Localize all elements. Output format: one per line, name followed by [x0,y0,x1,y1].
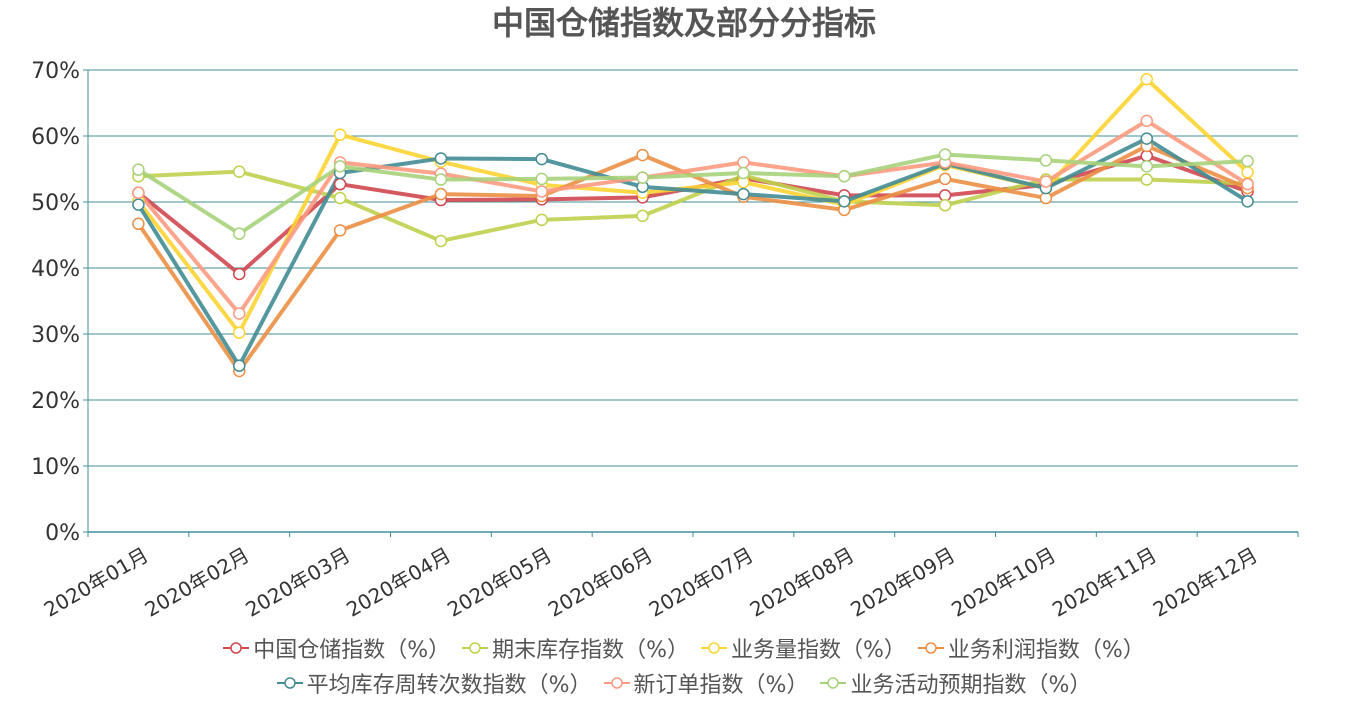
x-tick-label: 2020年06月 [544,543,657,622]
y-tick-label: 50% [31,191,80,216]
data-point[interactable] [132,198,145,211]
y-tick-label: 0% [45,521,80,546]
legend-item[interactable]: 期末库存指数（%） [462,632,689,664]
x-tick-label: 2020年03月 [241,543,354,622]
legend-item[interactable]: 业务量指数（%） [701,632,906,664]
data-point[interactable] [535,185,548,198]
legend-item[interactable]: 中国仓储指数（%） [223,632,450,664]
legend-marker-icon [820,677,847,689]
legend-marker-icon [917,642,944,654]
x-tick-label: 2020年09月 [846,543,959,622]
data-point[interactable] [434,234,448,248]
data-point[interactable] [434,187,448,201]
legend-label: 业务利润指数（%） [947,638,1145,663]
data-point[interactable] [838,195,851,208]
data-point[interactable] [535,172,548,186]
legend-label: 新订单指数（%） [633,673,809,698]
data-point[interactable] [636,148,649,162]
series-line[interactable] [136,77,1249,335]
x-tick-label: 2020年08月 [746,543,859,622]
data-point[interactable] [1241,195,1254,208]
series-line[interactable] [136,118,1249,316]
legend-label: 业务量指数（%） [731,638,906,663]
legend-label: 业务活动预期指数（%） [850,673,1092,698]
legend-marker-icon [276,677,303,689]
series-line[interactable] [136,143,1249,373]
data-point[interactable] [1241,177,1254,191]
legend-item[interactable]: 业务活动预期指数（%） [820,667,1091,699]
data-point[interactable] [333,128,347,141]
legend-row-2: 平均库存周转次数指数（%） 新订单指数（%） 业务活动预期指数（%） [0,667,1368,699]
data-point[interactable] [636,209,649,223]
legend-label: 中国仓储指数（%） [253,638,451,663]
data-point[interactable] [233,326,246,339]
data-point[interactable] [1241,154,1254,168]
data-point[interactable] [233,307,246,320]
data-point[interactable] [1140,72,1153,86]
x-tick-label: 2020年01月 [40,543,153,622]
data-point[interactable] [838,170,851,183]
data-point[interactable] [333,224,347,237]
data-point[interactable] [737,156,750,169]
legend-item[interactable]: 业务利润指数（%） [917,632,1145,664]
data-point[interactable] [233,267,246,281]
data-point[interactable] [132,186,145,200]
x-tick-label: 2020年04月 [342,543,455,622]
data-point[interactable] [1039,175,1053,188]
data-point[interactable] [434,173,448,186]
legend-label: 平均库存周转次数指数（%） [306,673,592,698]
series-line[interactable] [136,136,1249,368]
data-point[interactable] [233,227,246,240]
data-point[interactable] [938,172,952,186]
data-point[interactable] [1140,160,1153,173]
data-point[interactable] [333,160,347,173]
data-point[interactable] [938,199,952,212]
x-tick-label: 2020年11月 [1048,543,1161,622]
legend-item[interactable]: 平均库存周转次数指数（%） [276,667,592,699]
x-tick-label: 2020年07月 [645,543,758,622]
data-point[interactable] [233,359,246,372]
data-point[interactable] [1140,173,1153,186]
data-point[interactable] [233,165,246,178]
data-point[interactable] [535,213,548,227]
legend-row-1: 中国仓储指数（%） 期末库存指数（%） 业务量指数（%） 业务利润指数（%） [0,632,1368,664]
legend-marker-icon [701,642,727,654]
x-tick-label: 2020年10月 [947,543,1060,622]
y-tick-label: 60% [31,125,80,150]
y-tick-label: 30% [31,323,80,348]
legend-item[interactable]: 新订单指数（%） [603,667,809,699]
data-point[interactable] [333,177,347,191]
y-tick-label: 70% [31,59,80,84]
data-point[interactable] [737,187,750,201]
legend-label: 期末库存指数（%） [492,638,689,663]
data-point[interactable] [1140,132,1153,145]
x-tick-label: 2020年02月 [141,543,254,622]
data-point[interactable] [434,152,448,165]
legend-marker-icon [603,677,630,689]
data-point[interactable] [1140,114,1153,128]
data-point[interactable] [938,148,952,161]
series-line[interactable] [137,152,1248,236]
x-tick-label: 2020年05月 [443,543,556,622]
data-point[interactable] [1241,166,1254,179]
legend-marker-icon [223,642,250,654]
legend-marker-icon [462,642,489,654]
data-point[interactable] [333,191,347,205]
x-tick-label: 2020年12月 [1149,543,1262,622]
data-point[interactable] [132,217,145,231]
data-point[interactable] [737,166,750,180]
data-point[interactable] [636,171,649,184]
y-tick-label: 10% [31,455,80,480]
y-tick-label: 20% [31,389,80,414]
data-point[interactable] [535,152,548,166]
data-point[interactable] [1039,154,1053,167]
data-point[interactable] [132,163,145,176]
y-tick-label: 40% [31,257,80,282]
chart-title: 中国仓储指数及部分分指标 [492,4,876,42]
